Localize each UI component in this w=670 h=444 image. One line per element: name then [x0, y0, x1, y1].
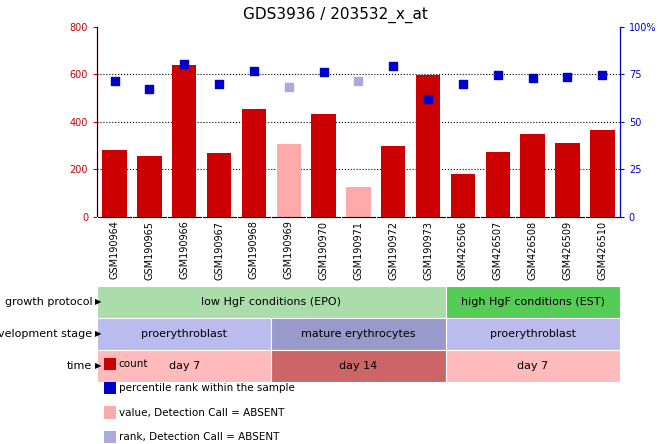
- Bar: [590, 130, 614, 217]
- Text: GSM426510: GSM426510: [598, 221, 607, 280]
- Text: GSM426507: GSM426507: [493, 221, 502, 280]
- Bar: [277, 144, 301, 217]
- Point: [318, 69, 329, 76]
- Text: GSM426506: GSM426506: [458, 221, 468, 280]
- Text: ▶: ▶: [95, 361, 102, 370]
- Text: growth protocol: growth protocol: [5, 297, 92, 307]
- Text: count: count: [119, 359, 148, 369]
- Bar: [381, 146, 405, 217]
- Text: mature erythrocytes: mature erythrocytes: [302, 329, 415, 339]
- Point: [562, 73, 573, 80]
- Point: [214, 81, 224, 88]
- Text: low HgF conditions (EPO): low HgF conditions (EPO): [202, 297, 341, 307]
- Point: [423, 96, 433, 103]
- Text: ▶: ▶: [95, 329, 102, 338]
- Text: day 14: day 14: [339, 361, 378, 371]
- Bar: [242, 109, 266, 217]
- Text: GSM190973: GSM190973: [423, 221, 433, 280]
- Point: [492, 71, 503, 79]
- Text: GDS3936 / 203532_x_at: GDS3936 / 203532_x_at: [243, 7, 427, 23]
- Point: [109, 78, 120, 85]
- Text: day 7: day 7: [517, 361, 548, 371]
- Text: GSM426508: GSM426508: [528, 221, 537, 280]
- Text: GSM426509: GSM426509: [563, 221, 572, 280]
- Text: high HgF conditions (EST): high HgF conditions (EST): [461, 297, 604, 307]
- Point: [283, 83, 294, 91]
- Text: GSM190971: GSM190971: [354, 221, 363, 280]
- Text: proerythroblast: proerythroblast: [490, 329, 576, 339]
- Text: time: time: [67, 361, 92, 371]
- Text: GSM190969: GSM190969: [284, 221, 293, 279]
- Bar: [416, 75, 440, 217]
- Bar: [486, 152, 510, 217]
- Bar: [103, 151, 127, 217]
- Bar: [312, 114, 336, 217]
- Bar: [346, 187, 371, 217]
- Text: ▶: ▶: [95, 297, 102, 306]
- Text: GSM190972: GSM190972: [389, 221, 398, 280]
- Bar: [521, 134, 545, 217]
- Point: [179, 60, 190, 67]
- Bar: [555, 143, 580, 217]
- Text: value, Detection Call = ABSENT: value, Detection Call = ABSENT: [119, 408, 284, 418]
- Point: [388, 62, 399, 69]
- Text: GSM190964: GSM190964: [110, 221, 119, 279]
- Text: rank, Detection Call = ABSENT: rank, Detection Call = ABSENT: [119, 432, 279, 442]
- Text: development stage: development stage: [0, 329, 92, 339]
- Point: [458, 81, 468, 88]
- Bar: [207, 153, 231, 217]
- Text: GSM190967: GSM190967: [214, 221, 224, 280]
- Point: [144, 85, 155, 92]
- Text: GSM190966: GSM190966: [180, 221, 189, 279]
- Text: GSM190965: GSM190965: [145, 221, 154, 280]
- Text: GSM190970: GSM190970: [319, 221, 328, 280]
- Text: day 7: day 7: [169, 361, 200, 371]
- Point: [249, 67, 259, 75]
- Text: GSM190968: GSM190968: [249, 221, 259, 279]
- Point: [353, 78, 364, 85]
- Bar: [172, 65, 196, 217]
- Text: proerythroblast: proerythroblast: [141, 329, 227, 339]
- Text: percentile rank within the sample: percentile rank within the sample: [119, 383, 294, 393]
- Bar: [451, 174, 475, 217]
- Bar: [137, 156, 161, 217]
- Point: [597, 72, 608, 79]
- Point: [527, 75, 538, 82]
